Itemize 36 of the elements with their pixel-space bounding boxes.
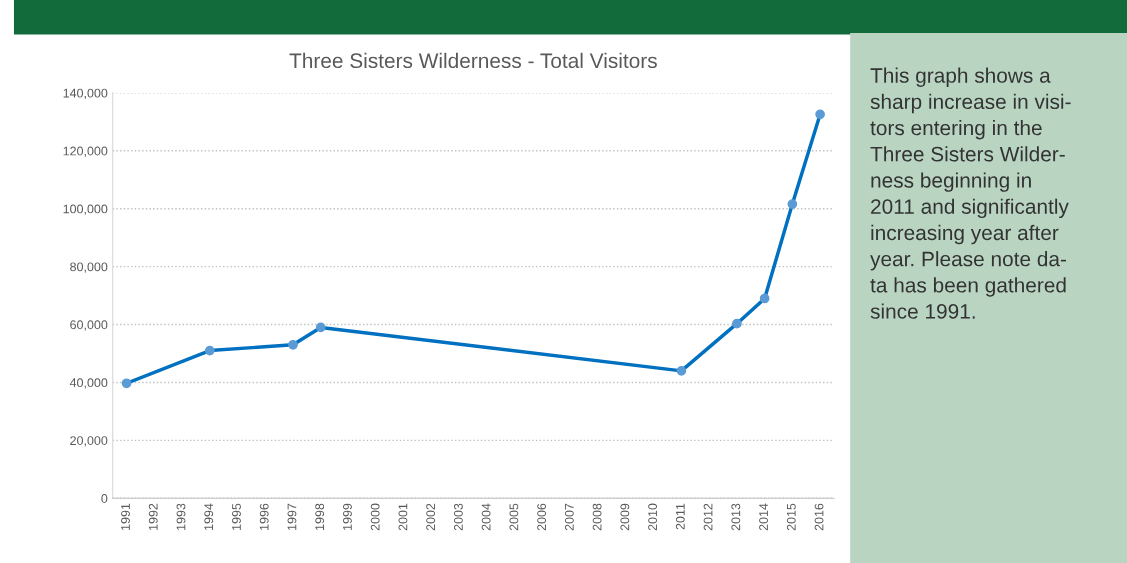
chart-title: Three Sisters Wilderness - Total Visitors — [289, 52, 657, 69]
x-tick-label: 2002 — [426, 503, 436, 531]
x-tick-label: 1996 — [259, 503, 269, 530]
y-tick-label: 140,000 — [63, 88, 108, 100]
x-tick-label: 2016 — [814, 503, 824, 531]
x-tick-label: 2011 — [675, 503, 685, 530]
y-tick-label: 100,000 — [63, 204, 108, 215]
x-tick-label: 2005 — [509, 503, 519, 531]
x-tick-label: 1999 — [343, 503, 352, 530]
x-tick-label: 2000 — [370, 503, 380, 531]
y-tick-label: 80,000 — [70, 262, 108, 273]
x-tick-label: 2006 — [537, 503, 547, 531]
text: This graph shows a sharp increase in visi- tors entering in the Three Sisters Wilder- ness beginning in 2011 and significantly increasing year after year. Please note da- ta has been gathered since 1991. — [870, 67, 1071, 319]
x-tick-label: 2003 — [453, 503, 463, 531]
x-tick-label: 1997 — [287, 503, 297, 530]
y-tick-label: 40,000 — [69, 378, 108, 389]
x-tick-label: 2014 — [759, 503, 768, 531]
x-tick-label: 1993 — [176, 503, 186, 530]
x-tick-label: 1994 — [204, 503, 214, 530]
x-tick-label: 2008 — [592, 503, 602, 531]
x-tick-label: 2001 — [398, 503, 408, 531]
x-tick-label: 1998 — [315, 503, 325, 530]
x-tick-label: 1995 — [232, 503, 241, 530]
y-tick-label: 0 — [101, 494, 108, 503]
x-tick-label: 1992 — [148, 503, 158, 530]
x-tick-label: 2013 — [731, 503, 741, 531]
x-tick-label: 2012 — [703, 503, 713, 531]
x-tick-label: 2004 — [481, 503, 491, 531]
y-tick-label: 120,000 — [63, 146, 108, 157]
y-tick-label: 60,000 — [70, 320, 108, 331]
x-tick-label: 2007 — [564, 503, 574, 531]
x-tick-label: 2009 — [620, 503, 630, 531]
x-tick-label: 2010 — [648, 503, 658, 531]
y-tick-label: 20,000 — [70, 436, 108, 447]
x-tick-label: 2015 — [786, 503, 796, 531]
x-tick-label: 1991 — [121, 503, 130, 530]
